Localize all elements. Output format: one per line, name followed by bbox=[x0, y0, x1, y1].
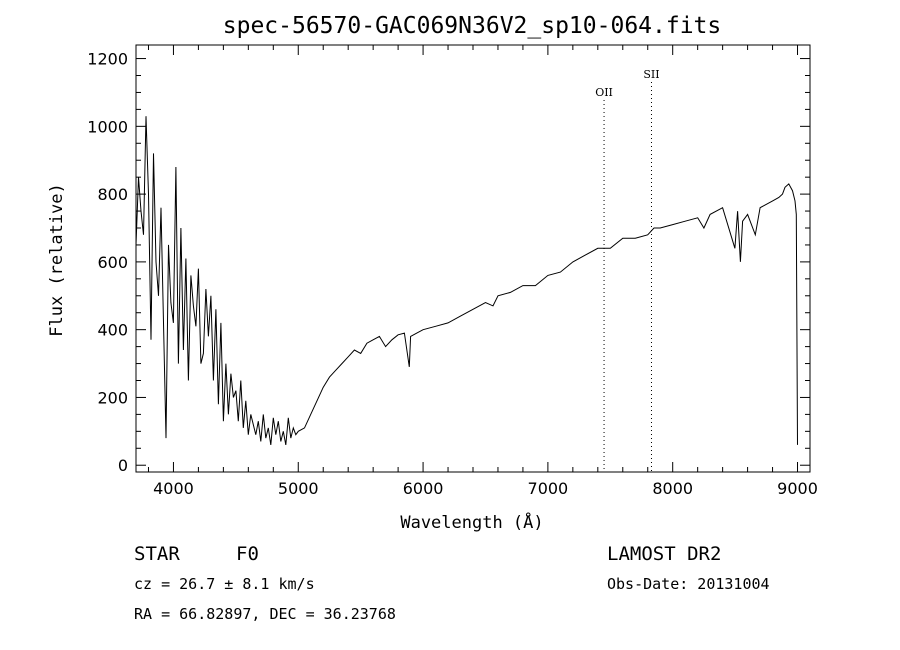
y-tick-label: 600 bbox=[97, 253, 128, 272]
x-tick-label: 9000 bbox=[777, 479, 818, 498]
x-tick-label: 4000 bbox=[153, 479, 194, 498]
y-tick-label: 0 bbox=[118, 456, 128, 475]
x-tick-label: 8000 bbox=[652, 479, 693, 498]
x-axis-label: Wavelength (Å) bbox=[400, 511, 543, 533]
redshift-value: cz = 26.7 ± 8.1 km/s bbox=[134, 575, 315, 593]
observation-date: Obs-Date: 20131004 bbox=[607, 575, 770, 593]
y-tick-label: 400 bbox=[97, 321, 128, 340]
plot-frame bbox=[135, 44, 811, 473]
reference-line-label: OII bbox=[595, 86, 613, 99]
x-tick-label: 5000 bbox=[278, 479, 319, 498]
y-tick-label: 800 bbox=[97, 185, 128, 204]
reference-line-label: SII bbox=[643, 68, 659, 81]
reference-lines: OII SII bbox=[595, 68, 660, 472]
object-class: STAR bbox=[134, 543, 180, 565]
y-axis-label: Flux (relative) bbox=[47, 183, 67, 337]
spectrum-line bbox=[135, 116, 798, 445]
y-tick-label: 1000 bbox=[87, 117, 128, 136]
x-tick-label: 6000 bbox=[403, 479, 444, 498]
y-axis-ticks: 0 200 400 600 800 1000 1200 bbox=[87, 50, 810, 475]
chart-title: spec-56570-GAC069N36V2_sp10-064.fits bbox=[223, 13, 722, 39]
y-tick-label: 1200 bbox=[87, 50, 128, 69]
x-tick-label: 7000 bbox=[528, 479, 569, 498]
survey-name: LAMOST DR2 bbox=[607, 543, 721, 565]
y-tick-label: 200 bbox=[97, 388, 128, 407]
x-axis-ticks: 4000 5000 6000 7000 8000 9000 bbox=[147, 45, 818, 498]
sky-coordinates: RA = 66.82897, DEC = 36.23768 bbox=[134, 605, 396, 623]
spectral-subclass: F0 bbox=[236, 543, 259, 565]
